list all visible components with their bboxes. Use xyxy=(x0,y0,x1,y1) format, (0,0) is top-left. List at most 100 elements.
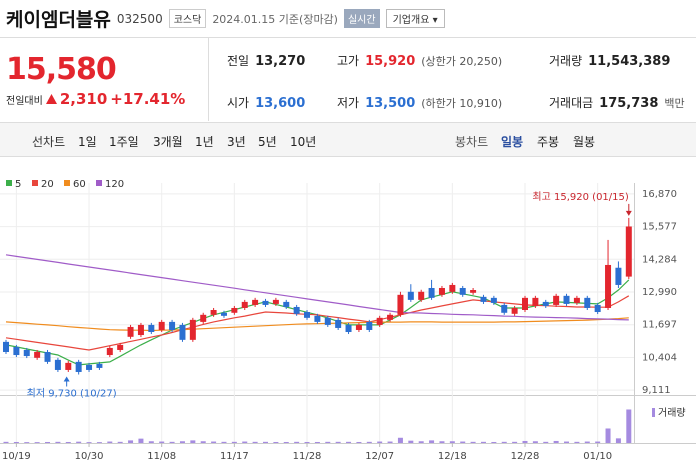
volume-bar xyxy=(408,440,414,443)
volume-bar xyxy=(418,441,424,443)
volume-bar xyxy=(159,441,165,443)
market-tag: 코스닥 xyxy=(168,9,207,28)
stat: 고가 15,920 (상한가 20,250) xyxy=(337,52,502,69)
candle-body xyxy=(75,361,82,372)
candle-body xyxy=(44,351,51,362)
volume-bar xyxy=(553,440,559,443)
x-tick-label: 11/08 xyxy=(147,451,176,462)
volume-bar xyxy=(190,440,196,443)
volume-bar xyxy=(138,438,144,443)
candle-body xyxy=(210,309,217,315)
volume-bar xyxy=(211,441,217,443)
volume-bar xyxy=(200,441,206,443)
candle-body xyxy=(158,321,165,330)
period-button[interactable]: 3개월 xyxy=(153,135,183,149)
candle-body xyxy=(13,346,20,356)
volume-bar xyxy=(532,441,538,443)
quote: 15,580 전일대비 2,310 +17.41% xyxy=(0,38,209,121)
candle-body xyxy=(418,291,425,300)
candle-body xyxy=(366,321,373,330)
volume-bar xyxy=(595,441,601,443)
period-button[interactable]: 1일 xyxy=(78,135,97,149)
candle-body xyxy=(283,301,290,307)
period-button[interactable]: 1주일 xyxy=(109,135,139,149)
y-tick-label: 14,284 xyxy=(642,254,677,265)
volume-bar xyxy=(491,441,497,443)
volume-bar xyxy=(397,437,403,443)
volume-bar xyxy=(55,441,61,443)
x-tick-label: 11/28 xyxy=(293,451,322,462)
volume-bar xyxy=(574,441,580,443)
period-button[interactable]: 10년 xyxy=(290,135,317,149)
stat: 시가 13,600 xyxy=(227,94,305,111)
volume-bar xyxy=(117,441,123,443)
candle-body xyxy=(304,312,311,318)
volume-bar xyxy=(522,440,528,443)
legend-swatch xyxy=(96,180,102,186)
candle-body xyxy=(563,295,570,304)
candle-body xyxy=(189,319,196,340)
stat-label: 시가 xyxy=(227,96,250,110)
candle-body xyxy=(34,351,41,358)
candle-body xyxy=(459,287,466,295)
candle-body xyxy=(542,301,549,306)
volume-bar xyxy=(45,441,51,443)
volume-bar xyxy=(294,441,300,443)
volume-bar xyxy=(263,441,268,443)
candle-body xyxy=(532,297,539,306)
candle-body xyxy=(594,304,601,313)
volume-bar xyxy=(128,440,134,443)
volume-bar xyxy=(252,441,258,443)
candle-body xyxy=(605,264,612,308)
period-button[interactable]: 일봉 xyxy=(501,135,524,149)
date: 2024.01.15 기준(장마감) xyxy=(212,12,338,26)
candle-body xyxy=(106,347,113,356)
change-label: 전일대비 xyxy=(6,95,43,107)
realtime-button[interactable]: 실시간 xyxy=(343,9,380,28)
change: 전일대비 2,310 +17.41% xyxy=(6,90,185,108)
stat-label: 고가 xyxy=(337,54,360,68)
period-button[interactable]: 주봉 xyxy=(537,135,560,149)
x-tick-label: 01/10 xyxy=(583,451,612,462)
candle-body xyxy=(293,306,300,314)
candle-body xyxy=(231,307,238,313)
candle-body xyxy=(407,291,414,300)
y-tick-label: 10,404 xyxy=(642,352,677,363)
stat-value: 15,920 xyxy=(365,54,416,69)
period-button[interactable]: 3년 xyxy=(227,135,246,149)
volume-bar xyxy=(564,441,570,443)
x-tick-label: 12/07 xyxy=(365,451,394,462)
stat: 저가 13,500 (하한가 10,910) xyxy=(337,94,502,111)
candle-body xyxy=(117,344,124,350)
candle-body xyxy=(355,324,362,330)
candle-body xyxy=(511,307,518,314)
candle-body xyxy=(615,267,622,285)
volume-bar xyxy=(335,441,341,443)
period-button[interactable]: 월봉 xyxy=(573,135,596,149)
candle-body xyxy=(470,290,477,293)
price: 15,580 xyxy=(6,52,117,87)
volume-bar xyxy=(470,441,476,443)
line-chart-label: 선차트 xyxy=(32,135,66,149)
candle-body xyxy=(480,296,487,302)
candle-body xyxy=(376,317,383,325)
volume-bar xyxy=(96,442,102,443)
volume-bar xyxy=(543,441,549,443)
stat-value: 13,270 xyxy=(255,54,306,69)
candle-body xyxy=(522,297,528,310)
period-button[interactable]: 1년 xyxy=(195,135,214,149)
candle-body xyxy=(262,300,269,305)
toolbar: 선차트 1일 1주일 3개월 1년 3년 5년 10년 봉차트 일봉 주봉 월봉 xyxy=(0,122,696,157)
company-info-button[interactable]: 기업개요 ▾ xyxy=(385,9,445,28)
volume-bar xyxy=(169,441,175,443)
legend-label: 20 xyxy=(41,179,54,190)
volume-bar xyxy=(356,441,362,443)
volume-bar xyxy=(65,441,71,443)
x-tick-label: 10/19 xyxy=(2,451,31,462)
candle-body xyxy=(397,294,404,315)
candle-body xyxy=(96,363,103,368)
annotation: 최고 15,920 (01/15) xyxy=(532,191,628,203)
period-button[interactable]: 5년 xyxy=(258,135,277,149)
candle-body xyxy=(490,297,497,303)
